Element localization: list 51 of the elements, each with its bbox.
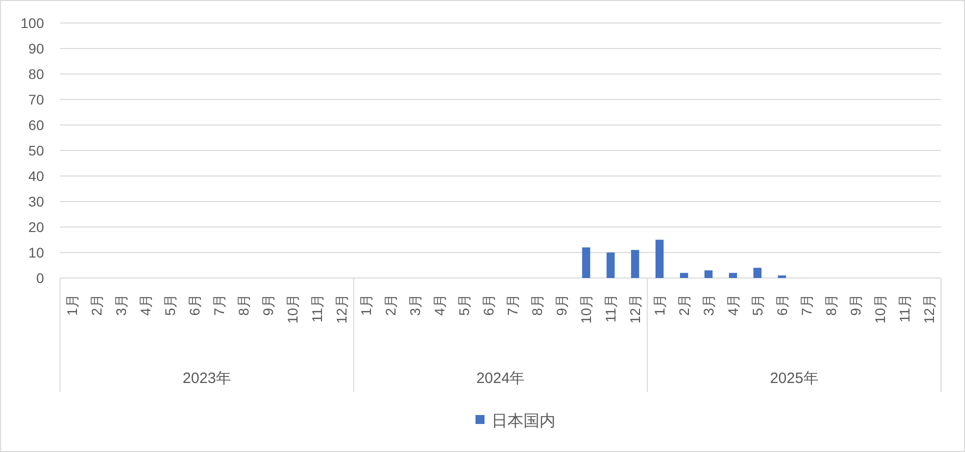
x-tick-label: 5月 [456,294,472,316]
y-tick-label: 60 [28,117,44,133]
x-tick-label: 10月 [578,294,594,324]
y-tick-label: 0 [36,270,44,286]
x-tick-label: 7月 [504,294,521,316]
y-tick-label: 40 [28,168,44,184]
x-tick-label: 1月 [64,294,80,316]
x-tick-label: 10月 [284,294,300,324]
legend-label: 日本国内 [492,413,556,430]
x-tick-label: 11月 [602,294,619,323]
x-tick-label: 4月 [431,294,448,316]
x-tick-label: 8月 [529,294,546,316]
x-tick-label: 6月 [774,294,790,316]
y-tick-label: 50 [28,142,44,158]
x-tick-label: 11月 [308,294,325,323]
x-tick-label: 5月 [749,294,766,316]
x-tick-label: 3月 [113,294,130,316]
x-tick-label: 4月 [138,294,154,316]
x-tick-label: 8月 [236,294,252,316]
group-label: 2023年 [182,370,232,387]
y-tick-label: 70 [28,92,44,108]
x-tick-label: 6月 [480,294,496,316]
x-tick-label: 9月 [260,294,276,316]
x-tick-label: 10月 [872,294,888,324]
x-tick-label: 2月 [382,294,398,316]
x-tick-label: 2月 [88,294,105,316]
x-tick-label: 6月 [186,294,203,316]
x-tick-label: 1月 [358,294,374,316]
x-tick-label: 12月 [627,294,644,324]
x-tick-label: 5月 [162,294,178,316]
x-tick-label: 9月 [847,294,864,316]
x-tick-label: 8月 [822,294,839,316]
x-tick-label: 1月 [652,294,668,316]
x-tick-label: 4月 [724,294,741,316]
x-tick-label: 9月 [554,294,570,316]
x-tick-label: 2月 [676,294,692,316]
x-tick-label: 11月 [896,294,912,323]
x-tick-label: 7月 [798,294,814,316]
y-tick-label: 30 [28,194,44,210]
x-tick-label: 12月 [333,294,350,324]
x-tick-label: 3月 [700,294,717,316]
y-tick-label: 80 [28,66,44,82]
y-tick-label: 20 [28,219,44,235]
group-label: 2024年 [476,370,525,387]
y-tick-label: 90 [28,40,44,56]
x-tick-label: 7月 [211,294,228,316]
y-tick-label: 100 [20,15,44,31]
x-tick-label: 3月 [406,294,423,316]
y-tick-label: 10 [28,244,44,260]
x-tick-label: 12月 [920,294,937,324]
group-label: 2025年 [770,370,818,387]
